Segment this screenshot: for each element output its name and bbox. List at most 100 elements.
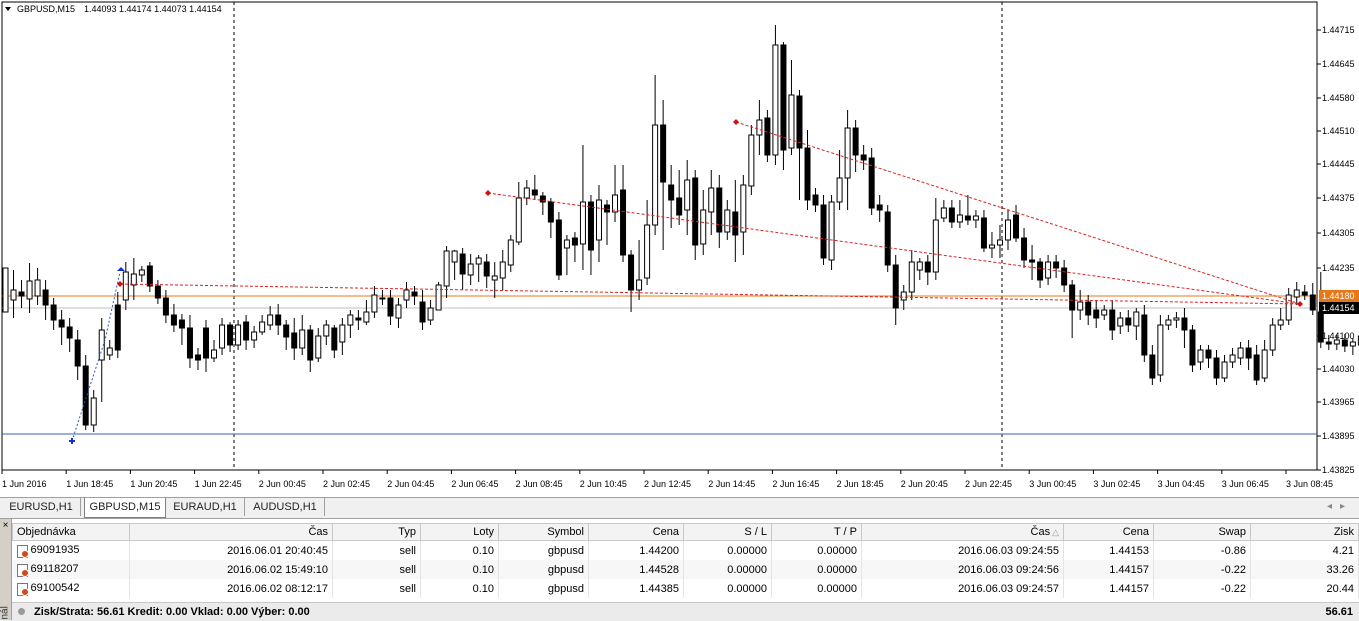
- bear-candle: [604, 204, 610, 213]
- order-id: 69118207: [30, 563, 79, 576]
- bull-candle: [996, 239, 1003, 246]
- bull-candle: [475, 257, 482, 265]
- bull-candle: [1101, 309, 1108, 316]
- bear-candle: [668, 184, 675, 201]
- bull-candle: [347, 314, 354, 326]
- bull-candle: [908, 261, 915, 293]
- bear-candle: [170, 314, 177, 326]
- status-dot-icon: [18, 608, 25, 615]
- bear-candle: [1205, 349, 1212, 359]
- bear-candle: [1013, 214, 1020, 239]
- column-header-order[interactable]: Objednávka: [12, 523, 130, 541]
- bear-candle: [780, 44, 787, 151]
- bull-candle: [1117, 317, 1124, 327]
- price-chart[interactable]: GBPUSD,M15 1.44093 1.44174 1.44073 1.4415…: [0, 0, 1359, 497]
- scroll-right-icon[interactable]: ▸: [1339, 501, 1353, 512]
- column-header-profit[interactable]: Zisk: [1250, 523, 1359, 541]
- bear-candle: [18, 291, 25, 297]
- tp-cell: 0.00000: [771, 579, 862, 598]
- time-axis-label: 2 Jun 00:45: [259, 479, 306, 489]
- column-header-type[interactable]: Typ: [332, 523, 421, 541]
- bull-candle: [972, 215, 979, 221]
- scroll-left-icon[interactable]: ◂: [1326, 501, 1340, 512]
- close-price-cell: 1.44157: [1063, 560, 1154, 579]
- bull-candle: [315, 335, 322, 359]
- bear-candle: [796, 95, 803, 149]
- bull-candle: [1277, 319, 1284, 326]
- symbol-cell: gbpusd: [498, 540, 589, 560]
- lots-cell: 0.10: [420, 579, 499, 598]
- tab-scroll-arrows[interactable]: ◂▸: [1327, 498, 1353, 516]
- bull-candle: [772, 44, 779, 156]
- bear-candle: [66, 326, 73, 339]
- bull-candle: [916, 261, 923, 271]
- price-axis-label: 1.43825: [1322, 465, 1355, 475]
- bear-candle: [571, 237, 578, 246]
- bull-candle: [724, 209, 731, 233]
- bull-candle: [1285, 294, 1292, 321]
- bear-candle: [114, 304, 121, 351]
- bear-candle: [154, 285, 161, 299]
- bull-candle: [563, 239, 570, 249]
- bear-candle: [860, 154, 867, 161]
- bear-candle: [58, 319, 65, 328]
- sell-marker-icon: [733, 119, 739, 125]
- bear-candle: [820, 204, 827, 259]
- sort-ascending-icon: △: [1052, 527, 1059, 537]
- column-header-lots[interactable]: Loty: [420, 523, 499, 541]
- column-header-swap[interactable]: Swap: [1153, 523, 1251, 541]
- bear-candle: [1253, 354, 1260, 381]
- bull-candle: [259, 321, 266, 333]
- tab-gbpusd-m15[interactable]: GBPUSD,M15: [84, 498, 166, 518]
- bear-candle: [539, 195, 546, 203]
- bull-candle: [443, 250, 450, 287]
- bear-candle: [82, 365, 89, 426]
- open-time-cell: 2016.06.02 15:49:10: [129, 560, 333, 579]
- column-header-open-price[interactable]: Cena: [588, 523, 684, 541]
- chart-canvas[interactable]: GBPUSD,M15 1.44093 1.44174 1.44073 1.4415…: [0, 0, 1359, 497]
- column-header-open-time[interactable]: Čas: [129, 523, 333, 541]
- table-row[interactable]: 69100542 2016.06.02 08:12:17 sell 0.10 g…: [12, 579, 1359, 598]
- bear-candle: [355, 317, 362, 321]
- order-id: 69100542: [30, 582, 80, 595]
- column-header-tp[interactable]: T / P: [771, 523, 862, 541]
- bull-candle: [1269, 324, 1276, 351]
- bear-candle: [331, 327, 338, 351]
- bear-candle: [924, 261, 931, 273]
- table-row[interactable]: 69118207 2016.06.02 15:49:10 sell 0.10 g…: [12, 560, 1359, 579]
- bear-candle: [547, 201, 554, 223]
- close-icon[interactable]: ×: [2, 520, 9, 531]
- order-id: 69091935: [30, 544, 80, 557]
- bear-candle: [1245, 347, 1252, 359]
- bull-candle: [211, 349, 218, 359]
- table-row[interactable]: 69091935 2016.06.01 20:40:45 sell 0.10 g…: [12, 540, 1359, 560]
- price-axis-label: 1.44580: [1322, 93, 1355, 103]
- column-header-sl[interactable]: S / L: [683, 523, 772, 541]
- bear-candle: [892, 264, 899, 309]
- close-time-cell: 2016.06.03 09:24:55: [861, 540, 1064, 560]
- time-axis-label: 2 Jun 02:45: [323, 479, 370, 489]
- price-axis-label: 1.44180: [1322, 291, 1355, 301]
- column-header-symbol[interactable]: Symbol: [498, 523, 589, 541]
- tab-euraud-h1[interactable]: EURAUD,H1: [166, 498, 245, 516]
- bull-candle: [836, 177, 843, 203]
- bull-candle: [900, 291, 907, 301]
- tab-eurusd-h1[interactable]: EURUSD,H1: [2, 498, 81, 516]
- chart-menu-icon[interactable]: [5, 7, 11, 11]
- bear-candle: [531, 189, 538, 196]
- order-price-tag: [1319, 290, 1359, 302]
- column-header-close-price[interactable]: Cena: [1063, 523, 1154, 541]
- bear-candle: [419, 301, 426, 323]
- bear-candle: [1093, 309, 1100, 319]
- tab-audusd-h1[interactable]: AUDUSD,H1: [246, 498, 325, 516]
- bull-candle: [1221, 361, 1228, 379]
- column-header-close-time[interactable]: Čas △: [861, 523, 1064, 541]
- bear-candle: [980, 217, 987, 249]
- sl-cell: 0.00000: [683, 540, 772, 560]
- time-axis-label: 1 Jun 22:45: [195, 479, 242, 489]
- bear-candle: [146, 265, 153, 287]
- tp-cell: 0.00000: [771, 560, 862, 579]
- bull-candle: [507, 239, 514, 266]
- bear-candle: [804, 147, 811, 201]
- total-profit: 56.61: [1325, 606, 1353, 618]
